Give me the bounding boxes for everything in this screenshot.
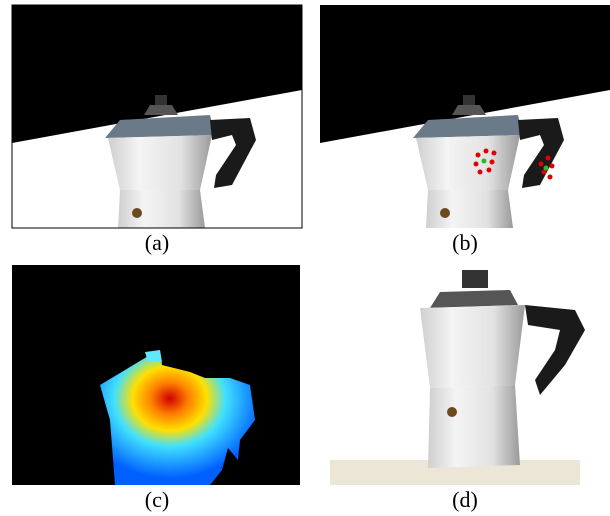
figure: (a) (b) (c) (d) — [0, 0, 610, 516]
panel-d — [320, 265, 610, 485]
panel-c — [12, 265, 300, 485]
panel-b — [320, 5, 610, 228]
caption: (a) — [145, 230, 169, 255]
panel-a — [12, 5, 302, 228]
caption: (b) — [452, 230, 478, 255]
caption: (c) — [145, 487, 169, 512]
caption: (d) — [452, 487, 478, 512]
